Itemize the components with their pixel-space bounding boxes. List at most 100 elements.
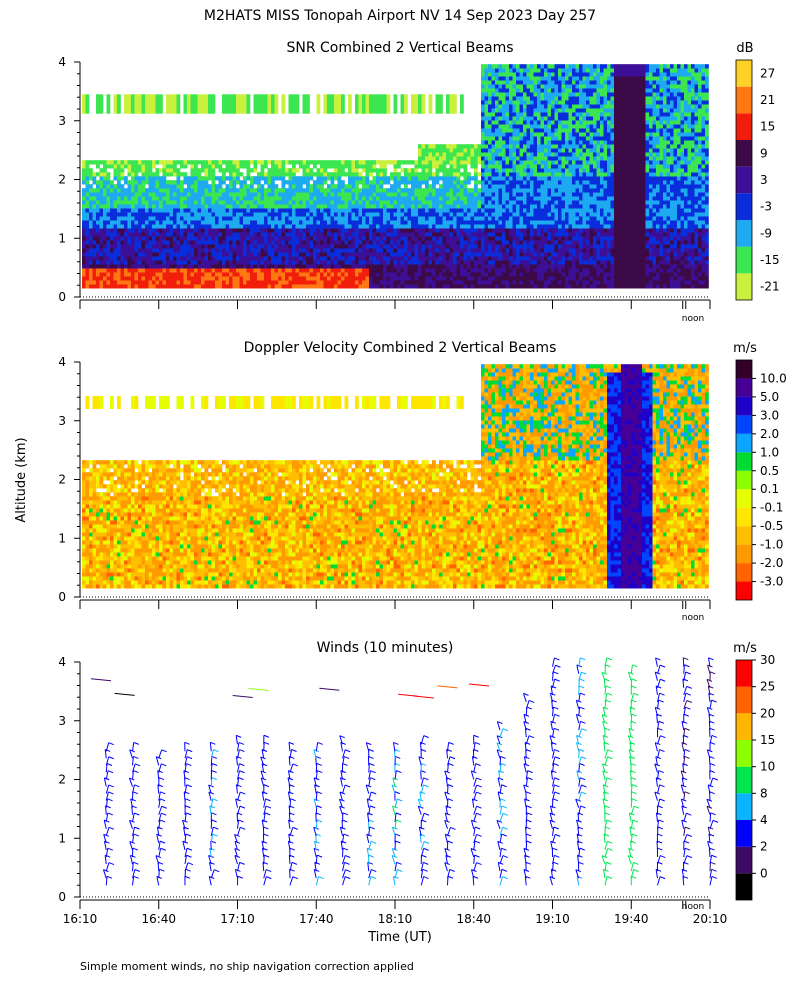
snr-pixel bbox=[502, 128, 506, 133]
snr-pixel bbox=[516, 280, 520, 285]
snr-pixel bbox=[103, 240, 107, 245]
snr-pixel bbox=[169, 180, 174, 185]
snr-pixel bbox=[113, 200, 118, 205]
snr-pixel bbox=[197, 192, 202, 197]
snr-pixel bbox=[320, 264, 324, 269]
snr-pixel bbox=[155, 180, 160, 185]
snr-pixel bbox=[519, 168, 524, 173]
snr-pixel bbox=[152, 244, 156, 249]
snr-pixel bbox=[134, 252, 139, 257]
snr-pixel bbox=[82, 208, 86, 213]
snr-pixel bbox=[274, 164, 279, 169]
snr-pixel bbox=[533, 248, 538, 253]
snr-pixel bbox=[484, 108, 489, 113]
snr-pixel bbox=[176, 220, 181, 225]
snr-pixel bbox=[351, 256, 356, 261]
snr-pixel bbox=[442, 220, 447, 225]
snr-pixel bbox=[488, 180, 492, 185]
snr-pixel bbox=[526, 96, 531, 101]
snr-pixel bbox=[474, 244, 478, 249]
snr-pixel bbox=[509, 224, 513, 229]
snr-pixel bbox=[334, 236, 338, 241]
snr-pixel bbox=[113, 208, 118, 213]
snr-pixel bbox=[232, 284, 237, 289]
snr-pixel bbox=[257, 280, 261, 285]
snr-pixel bbox=[113, 244, 118, 249]
snr-pixel bbox=[127, 256, 132, 261]
snr-pixel bbox=[505, 120, 510, 125]
snr-pixel bbox=[194, 256, 198, 261]
snr-pixel bbox=[190, 160, 195, 165]
snr-pixel bbox=[558, 280, 562, 285]
snr-pixel bbox=[141, 188, 146, 193]
snr-pixel bbox=[162, 280, 167, 285]
snr-pixel bbox=[246, 236, 251, 241]
snr-pixel bbox=[82, 188, 86, 193]
snr-pixel bbox=[411, 228, 415, 233]
snr-pixel bbox=[292, 268, 296, 273]
snr-pixel bbox=[295, 284, 300, 289]
snr-pixel bbox=[400, 276, 405, 281]
snr-pixel bbox=[239, 252, 244, 257]
snr-pixel bbox=[110, 256, 114, 261]
snr-pixel bbox=[344, 236, 349, 241]
snr-pixel bbox=[362, 280, 366, 285]
snr-pixel bbox=[379, 212, 384, 217]
snr-pixel bbox=[488, 224, 492, 229]
snr-pixel bbox=[351, 216, 356, 221]
snr-pixel bbox=[418, 160, 422, 165]
snr-pixel bbox=[439, 208, 443, 213]
snr-pixel bbox=[421, 232, 426, 237]
snr-pixel bbox=[383, 232, 387, 237]
snr-pixel bbox=[306, 208, 310, 213]
snr-pixel bbox=[337, 172, 342, 177]
snr-pixel bbox=[302, 272, 307, 277]
snr-pixel bbox=[327, 260, 331, 265]
snr-pixel bbox=[519, 72, 524, 77]
snr-pixel bbox=[148, 212, 153, 217]
snr-pixel bbox=[344, 280, 349, 285]
snr-pixel bbox=[316, 196, 321, 201]
snr-pixel bbox=[288, 216, 293, 221]
snr-pixel bbox=[526, 140, 531, 145]
snr-pixel bbox=[540, 124, 545, 129]
snr-pixel bbox=[299, 180, 303, 185]
snr-pixel bbox=[533, 272, 538, 277]
snr-pixel bbox=[551, 184, 555, 189]
snr-pixel bbox=[106, 208, 111, 213]
snr-pixel bbox=[295, 228, 300, 233]
snr-pixel bbox=[306, 264, 310, 269]
snr-pixel bbox=[159, 256, 163, 261]
snr-pixel bbox=[218, 184, 223, 189]
snr-pixel bbox=[558, 244, 562, 249]
snr-pixel bbox=[432, 148, 436, 153]
snr-pixel bbox=[117, 192, 121, 197]
snr-pixel bbox=[358, 244, 363, 249]
snr-pixel bbox=[386, 188, 391, 193]
snr-pixel bbox=[498, 228, 503, 233]
snr-pixel bbox=[439, 236, 443, 241]
snr-pixel bbox=[390, 240, 394, 245]
snr-pixel bbox=[470, 232, 475, 237]
snr-pixel bbox=[537, 108, 541, 113]
snr-pixel bbox=[285, 236, 289, 241]
snr-pixel bbox=[194, 268, 198, 273]
snr-pixel bbox=[547, 248, 552, 253]
snr-pixel bbox=[428, 164, 433, 169]
snr-pixel bbox=[530, 108, 534, 113]
snr-pixel bbox=[211, 276, 216, 281]
snr-pixel bbox=[365, 228, 370, 233]
snr-pixel bbox=[306, 164, 310, 169]
snr-pixel bbox=[99, 184, 104, 189]
snr-pixel bbox=[197, 216, 202, 221]
snr-pixel bbox=[138, 94, 142, 114]
snr-pixel bbox=[113, 204, 118, 209]
snr-pixel bbox=[197, 172, 202, 177]
snr-pixel bbox=[208, 236, 212, 241]
snr-pixel bbox=[148, 248, 153, 253]
snr-pixel bbox=[316, 224, 321, 229]
snr-pixel bbox=[435, 284, 440, 289]
snr-pixel bbox=[299, 224, 303, 229]
snr-pixel bbox=[428, 268, 433, 273]
snr-pixel bbox=[516, 72, 520, 77]
